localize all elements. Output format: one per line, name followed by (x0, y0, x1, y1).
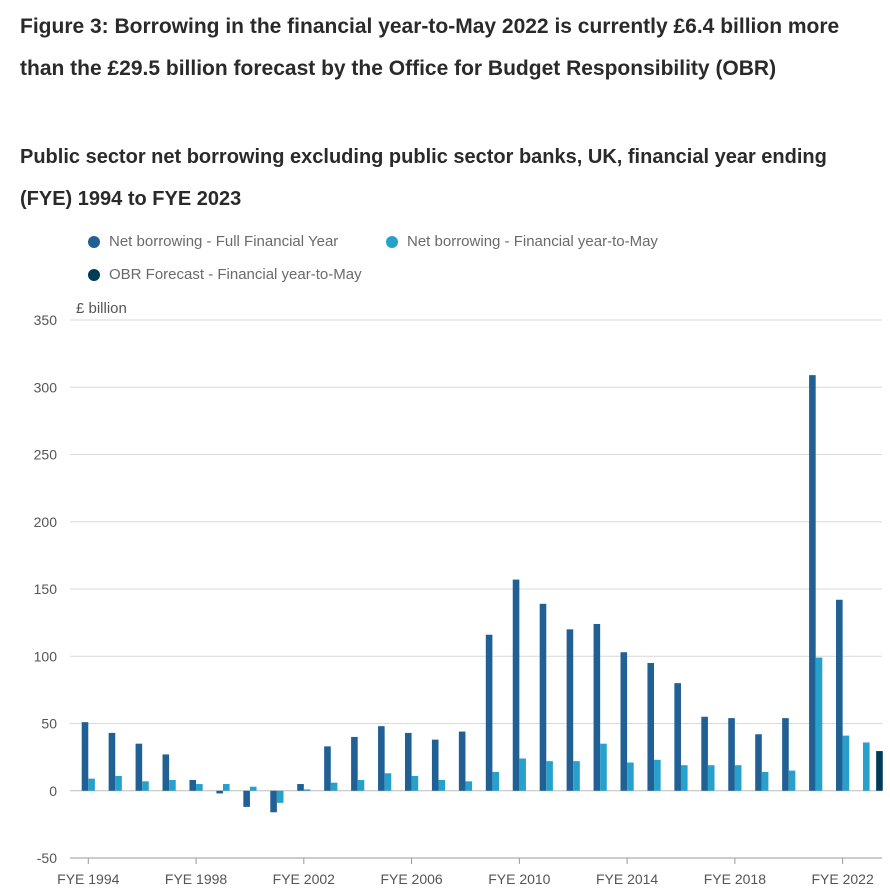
bar-full-year (539, 603, 547, 791)
legend-marker-year-to-may (386, 235, 398, 248)
bar-year-to-may (600, 743, 607, 791)
y-tick-label: 300 (34, 379, 58, 395)
bar-year-to-may (519, 758, 526, 791)
bar-year-to-may (573, 761, 580, 791)
bar-year-to-may (546, 761, 553, 791)
bar-full-year (404, 732, 412, 791)
bar-year-to-may (276, 790, 284, 803)
bar-full-year (297, 784, 304, 791)
legend-marker-obr-forecast (88, 268, 100, 281)
bar-full-year (674, 683, 681, 791)
y-tick-label: 50 (41, 716, 57, 732)
bar-year-to-may (842, 735, 850, 791)
bar-full-year (270, 790, 277, 813)
bar-year-to-may (223, 784, 230, 791)
y-tick-label: 250 (34, 447, 58, 463)
bar-year-to-may (492, 771, 499, 791)
bar-full-year (566, 629, 574, 791)
x-tick-label: FYE 1998 (165, 871, 227, 887)
bar-year-to-may (303, 789, 311, 791)
legend-label-full-year: Net borrowing - Full Financial Year (109, 233, 339, 250)
x-tick-label: FYE 2022 (811, 871, 873, 887)
bar-year-to-may (761, 771, 769, 791)
x-tick-label: FYE 2018 (704, 871, 766, 887)
bar-full-year (243, 790, 250, 807)
bar-year-to-may (862, 742, 870, 791)
bar-year-to-may (707, 765, 715, 791)
bar-year-to-may (88, 778, 95, 791)
legend-label-year-to-may: Net borrowing - Financial year-to-May (407, 233, 658, 250)
chart-subtitle: Public sector net borrowing excluding pu… (20, 146, 827, 210)
bar-full-year (458, 731, 466, 791)
y-tick-label: 350 (34, 312, 58, 328)
bar-full-year (701, 716, 708, 791)
bar-full-year (135, 743, 143, 791)
x-tick-label: FYE 2006 (380, 871, 442, 887)
bar-year-to-may (196, 784, 203, 791)
bar-year-to-may (680, 765, 688, 791)
bar-full-year (324, 746, 331, 791)
bar-year-to-may (411, 775, 419, 791)
bar-full-year (378, 726, 385, 791)
bar-full-year (162, 754, 170, 791)
bar-year-to-may (788, 770, 796, 791)
bars (81, 375, 883, 813)
bar-full-year (431, 739, 439, 791)
y-tick-label: -50 (37, 850, 57, 866)
legend-marker-full-year (88, 235, 100, 248)
bar-year-to-may (330, 782, 338, 791)
y-tick-label: 100 (34, 648, 58, 664)
bar-year-to-may (115, 775, 122, 791)
bar-year-to-may (384, 773, 392, 791)
legend-label-obr-forecast: OBR Forecast - Financial year-to-May (109, 266, 362, 283)
bar-full-year (593, 623, 601, 791)
bar-full-year (782, 718, 789, 791)
bar-full-year (81, 722, 89, 791)
gridlines (70, 319, 882, 859)
x-tick-label: FYE 2010 (488, 871, 550, 887)
y-tick-label: 0 (49, 783, 57, 799)
bar-full-year (485, 634, 493, 791)
bar-year-to-may (627, 762, 634, 791)
bar-year-to-may (142, 781, 149, 791)
legend-item-year-to-may: Net borrowing - Financial year-to-May (386, 233, 658, 250)
bar-full-year (755, 734, 762, 791)
bar-full-year (647, 662, 655, 791)
x-tick-label: FYE 1994 (57, 871, 119, 887)
y-tick-label: 200 (34, 514, 58, 530)
bar-year-to-may (654, 759, 661, 791)
bar-year-to-may (169, 779, 176, 791)
bar-year-to-may (249, 786, 257, 791)
legend-item-obr-forecast: OBR Forecast - Financial year-to-May (88, 266, 362, 283)
chart-title: Figure 3: Borrowing in the financial yea… (20, 15, 840, 80)
x-tick-label: FYE 2014 (596, 871, 658, 887)
bar-year-to-may (815, 657, 823, 791)
bar-full-year (189, 779, 197, 791)
bar-year-to-may (465, 781, 473, 791)
bar-full-year (216, 790, 223, 794)
bar-full-year (512, 579, 520, 791)
bar-year-to-may (357, 779, 365, 791)
bar-full-year (809, 375, 816, 791)
bar-full-year (728, 718, 735, 791)
bar-year-to-may (734, 765, 742, 791)
bar-obr-forecast (876, 751, 883, 791)
bar-full-year (620, 652, 628, 791)
bar-full-year (836, 599, 843, 791)
axes: -50 0 50 100 150 200 250 300 350 FYE 1994 FYE 1998… (34, 312, 882, 887)
y-axis-label: £ billion (76, 300, 127, 317)
bar-year-to-may (438, 779, 446, 791)
x-tick-label: FYE 2002 (273, 871, 335, 887)
y-tick-label: 150 (34, 581, 58, 597)
bar-full-year (351, 736, 358, 791)
bar-full-year (108, 732, 116, 791)
legend-item-full-year: Net borrowing - Full Financial Year (88, 233, 338, 250)
